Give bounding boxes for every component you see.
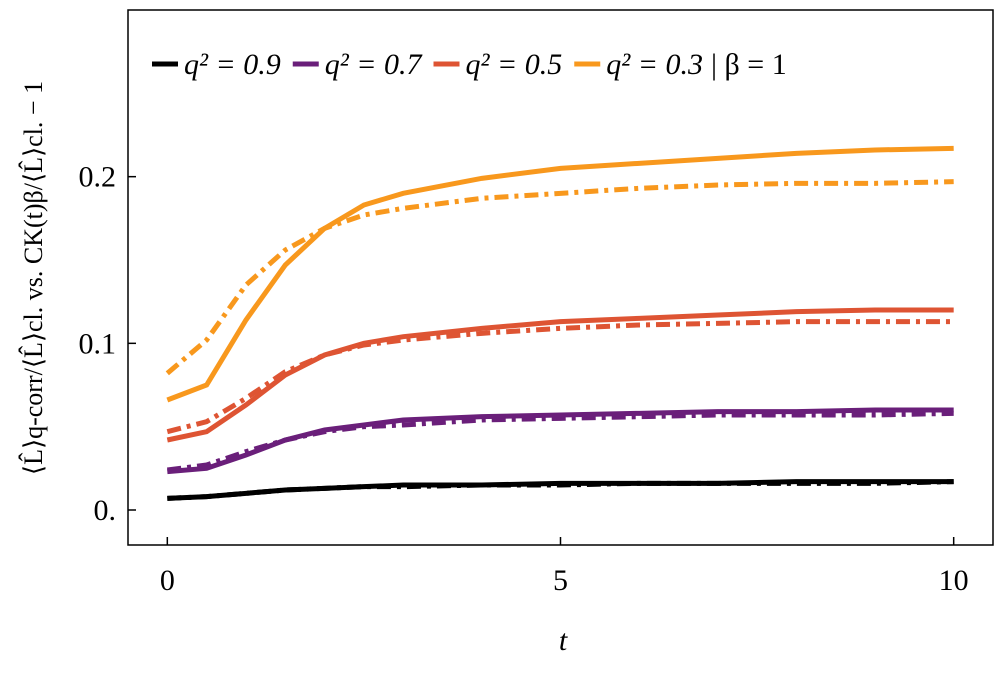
legend-note: | β = 1 bbox=[711, 48, 787, 81]
legend-label: q² = 0.7 bbox=[325, 48, 424, 81]
dash-dot-line bbox=[166, 319, 954, 435]
x-tick-label: 10 bbox=[939, 564, 969, 597]
x-tick-label: 0 bbox=[160, 564, 175, 597]
x-tick-label: 5 bbox=[553, 564, 568, 597]
legend-label: q² = 0.9 bbox=[184, 48, 281, 81]
dash-dot-line bbox=[167, 410, 954, 473]
x-axis-label: t bbox=[559, 624, 568, 657]
line bbox=[167, 479, 954, 501]
dash-dot-line bbox=[165, 179, 954, 376]
legend-label: q² = 0.5 bbox=[466, 48, 563, 81]
y-axis-label: ⟨L̂⟩q-corr/⟨L̂⟩cl. vs. CK(t)β/⟨L̂⟩cl. − … bbox=[19, 81, 48, 475]
line bbox=[166, 145, 954, 403]
legend-label: q² = 0.3 bbox=[606, 48, 703, 81]
y-tick-label: 0.1 bbox=[79, 327, 117, 360]
line bbox=[166, 307, 954, 443]
y-tick-label: 0. bbox=[94, 494, 117, 527]
line bbox=[167, 407, 954, 475]
y-tick-label: 0.2 bbox=[79, 161, 117, 194]
